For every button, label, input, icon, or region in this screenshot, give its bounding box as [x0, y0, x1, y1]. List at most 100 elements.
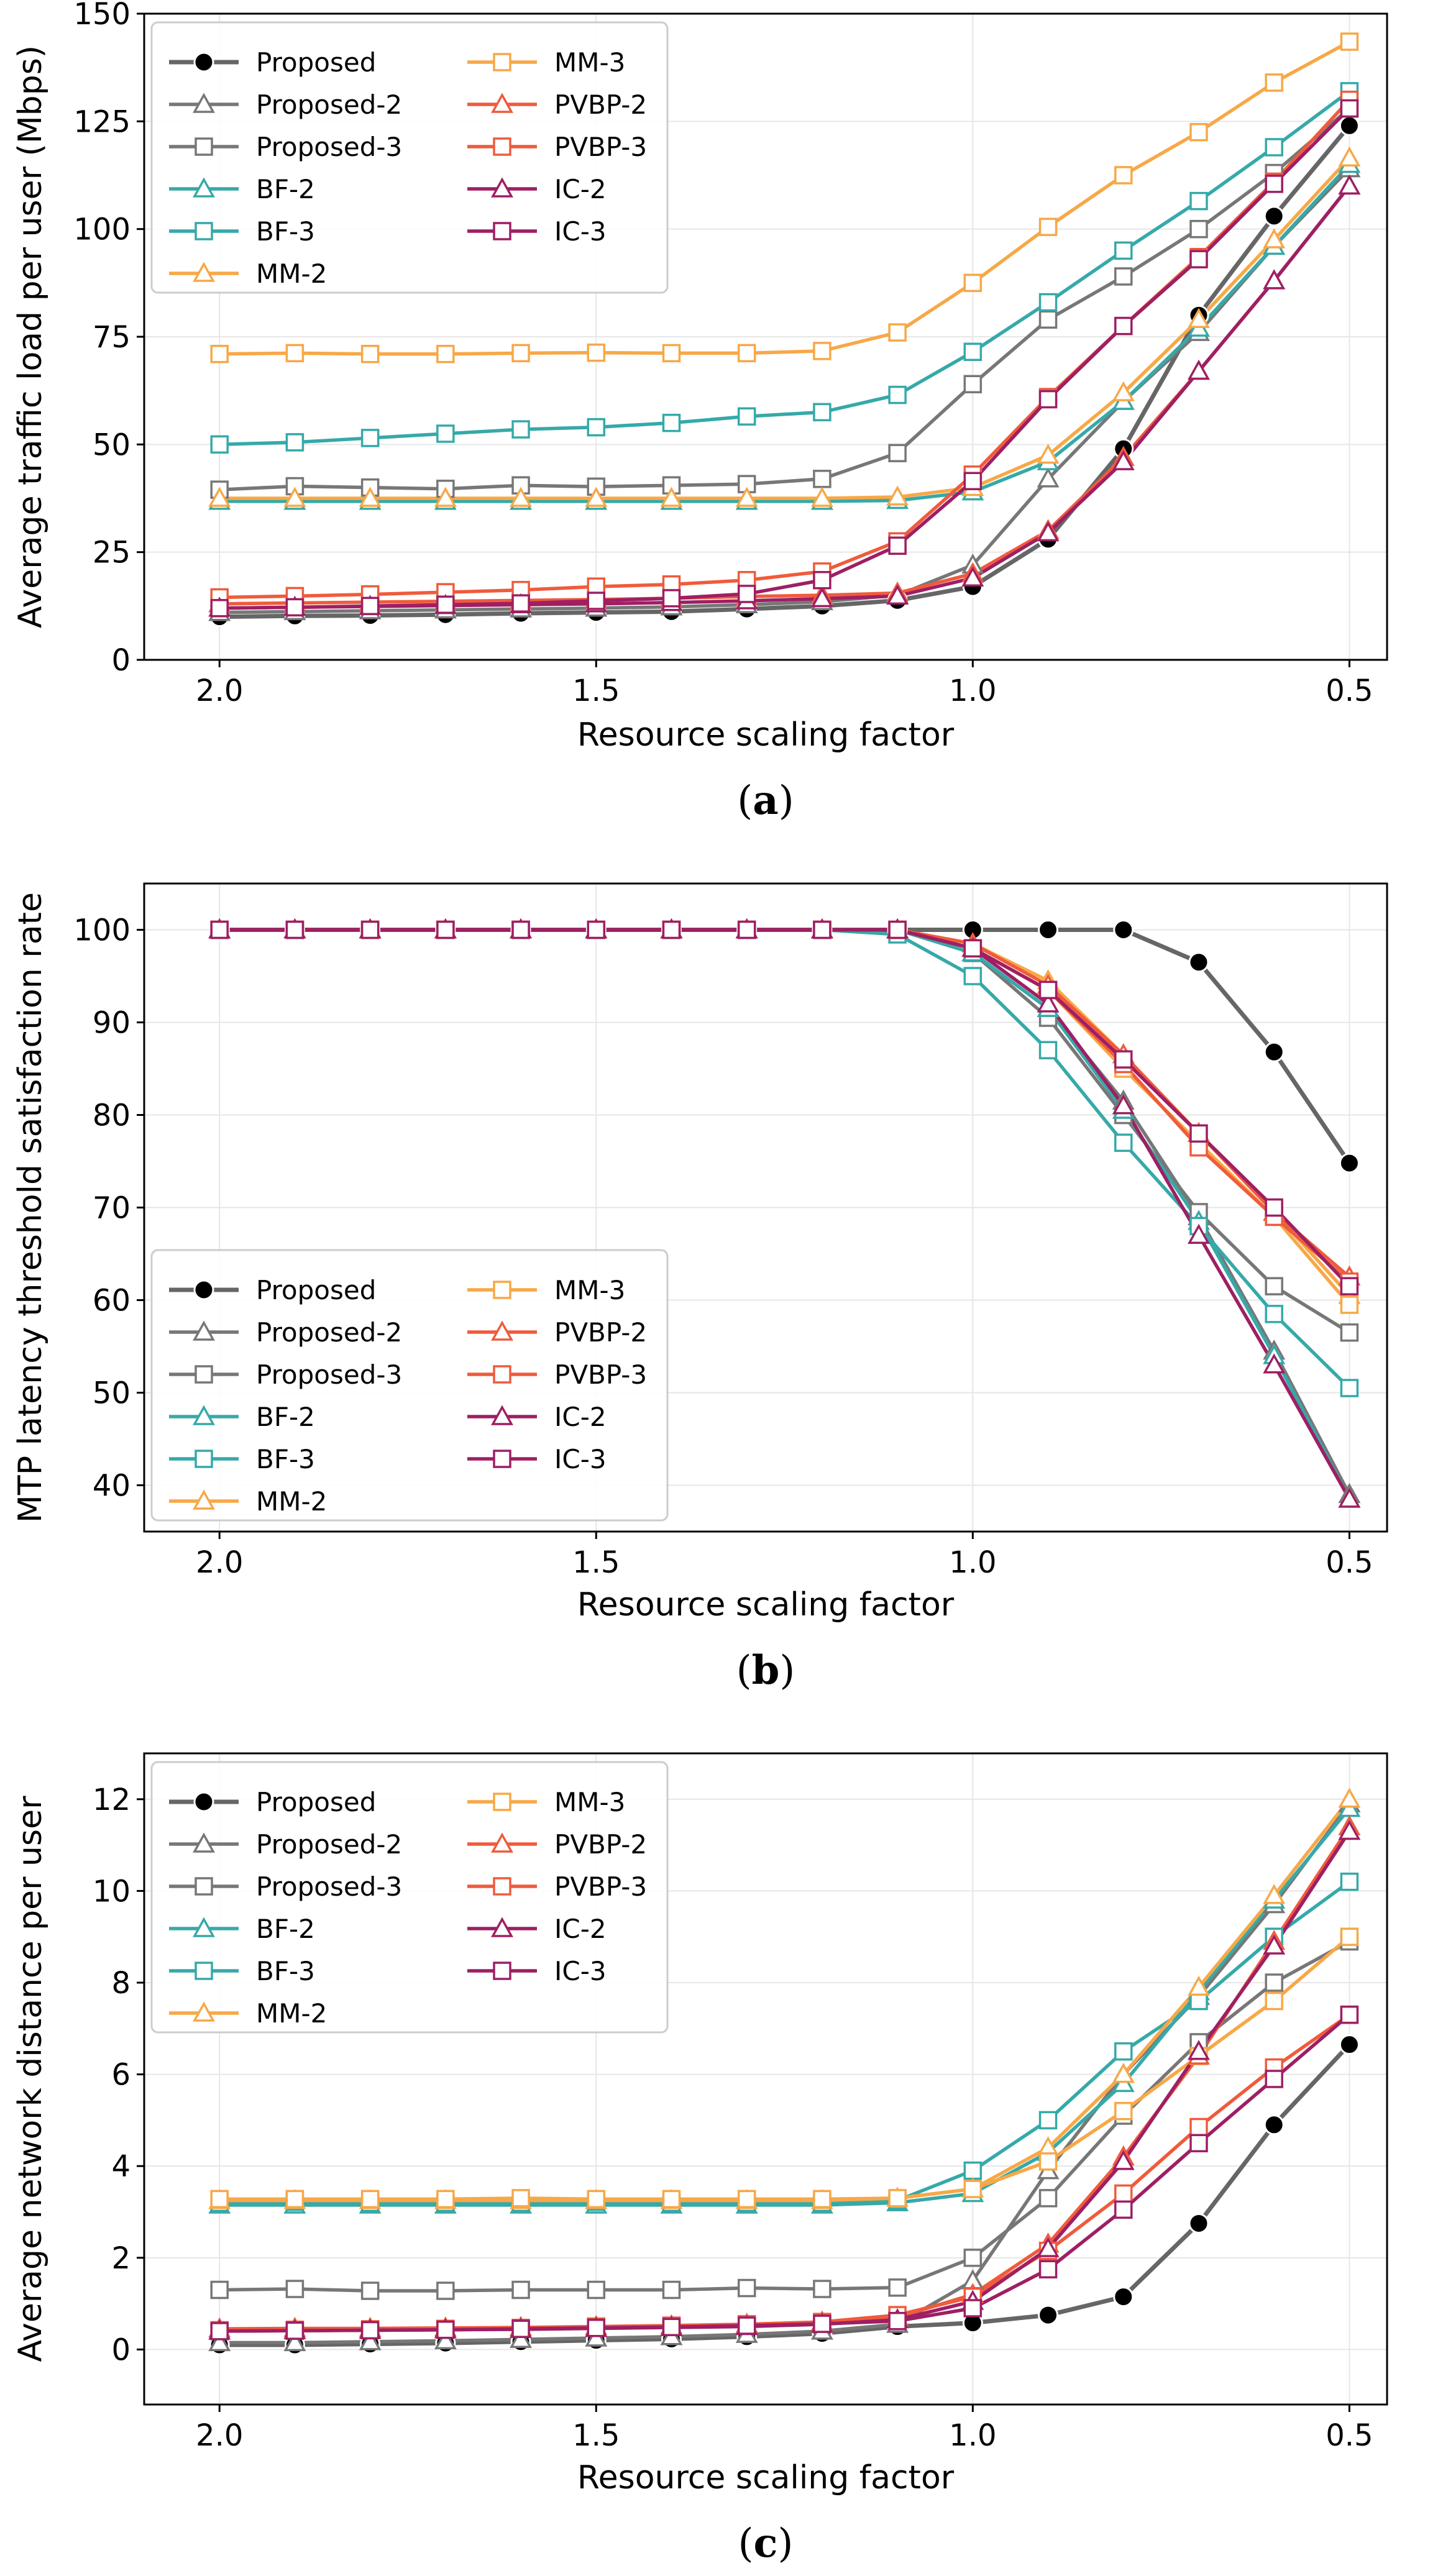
- panel-caption-letter: b: [752, 1647, 780, 1694]
- data-point: [1038, 390, 1058, 409]
- series-line-mm-3: [219, 40, 1350, 356]
- data-point: [360, 596, 380, 616]
- chart-panel-c: 2.0 1.5 1.0 0.5 0 2 4 6 8 10 12 Resource scaling fa…: [12, 1752, 1388, 2567]
- data-point: [511, 2189, 530, 2208]
- legend-entry-bf-2: BF-2: [169, 174, 315, 204]
- data-point: [285, 2280, 305, 2298]
- data-point: [210, 344, 229, 363]
- y-tick-label: 10: [93, 1874, 131, 1909]
- legend-entry-mm-3: MM-3: [467, 1787, 625, 1817]
- data-point: [737, 407, 756, 426]
- data-point: [662, 2190, 681, 2209]
- legend-entry-pvbp-3: PVBP-3: [467, 1871, 647, 1902]
- y-tick-label: 50: [93, 1376, 131, 1411]
- legend-label: Proposed-3: [256, 1359, 402, 1390]
- data-point: [813, 403, 831, 422]
- data-point: [1114, 241, 1133, 260]
- x-axis-label: Resource scaling factor: [577, 1586, 955, 1624]
- legend-label: Proposed-3: [256, 1871, 402, 1902]
- data-point: [1340, 1277, 1359, 1295]
- data-point: [963, 273, 983, 293]
- data-point: [1114, 1133, 1133, 1152]
- legend-entry-pvbp-3: PVBP-3: [467, 132, 647, 162]
- legend-box: [150, 1249, 669, 1522]
- legend-swatch-marker: [193, 1320, 215, 1341]
- data-point: [587, 2280, 606, 2300]
- data-point: [737, 344, 756, 363]
- data-point: [1038, 2189, 1058, 2208]
- data-point: [285, 344, 305, 363]
- data-point: [1189, 191, 1208, 211]
- legend-swatch-marker: [195, 1365, 213, 1384]
- y-tick-label: 12: [93, 1783, 131, 1817]
- legend-entry-pvbp-3: PVBP-3: [467, 1359, 647, 1390]
- data-point: [1263, 2114, 1285, 2135]
- series-line-mm-2: [219, 157, 1351, 500]
- y-tick-label: 25: [93, 536, 131, 570]
- legend-entry-proposed-2: Proposed-2: [169, 1317, 402, 1348]
- data-point: [1187, 1975, 1210, 1996]
- legend-swatch-marker: [493, 1450, 511, 1468]
- legend-entry-ic-2: IC-2: [467, 1402, 607, 1432]
- y-tick-label: 75: [93, 320, 131, 355]
- series-line-mm-3: [219, 1935, 1351, 2201]
- data-point: [359, 2330, 382, 2350]
- data-point: [210, 920, 229, 939]
- legend-label: IC-2: [554, 1402, 607, 1432]
- data-point: [1037, 444, 1060, 464]
- y-tick-label: 6: [111, 2058, 131, 2093]
- legend-label: MM-3: [554, 47, 625, 78]
- data-point: [1338, 1487, 1361, 1508]
- data-point: [1038, 2260, 1058, 2279]
- data-point: [662, 589, 681, 608]
- data-point: [436, 2190, 455, 2209]
- data-point: [511, 2280, 530, 2300]
- data-point: [813, 2314, 831, 2333]
- data-point: [735, 486, 758, 507]
- data-point: [360, 2321, 380, 2340]
- panel-caption-letter: a: [753, 777, 778, 824]
- data-point: [813, 570, 831, 590]
- data-point: [737, 2278, 756, 2298]
- y-tick-label: 125: [73, 104, 131, 139]
- data-point: [511, 344, 530, 363]
- panel-caption: (a): [737, 777, 794, 824]
- data-point: [1263, 1884, 1286, 1904]
- data-point: [662, 2280, 681, 2300]
- legend-entry-proposed-3: Proposed-3: [169, 1359, 402, 1390]
- legend-swatch-marker: [193, 1279, 214, 1300]
- data-point: [1114, 2200, 1133, 2219]
- series-markers-ic-3: [210, 2005, 1359, 2341]
- legend-swatch-marker: [493, 222, 511, 240]
- legend-label: PVBP-3: [554, 132, 647, 162]
- data-point: [1189, 2117, 1208, 2137]
- data-point: [1114, 316, 1133, 336]
- legend-swatch-marker: [491, 177, 513, 198]
- data-point: [888, 2311, 907, 2331]
- legend-label: BF-3: [256, 1444, 315, 1474]
- data-point: [888, 323, 907, 342]
- y-tick-label: 60: [93, 1284, 131, 1318]
- data-point: [737, 2316, 756, 2335]
- data-point: [963, 472, 983, 491]
- x-axis-label: Resource scaling factor: [577, 2459, 955, 2496]
- legend-label: BF-2: [256, 174, 315, 204]
- legend-label: BF-2: [256, 1914, 315, 1944]
- legend-entry-pvbp-2: PVBP-2: [467, 89, 647, 120]
- legend-swatch-marker: [493, 1365, 511, 1384]
- data-point: [210, 2322, 229, 2341]
- data-point: [434, 2329, 457, 2350]
- data-point: [813, 2280, 831, 2298]
- data-point: [285, 433, 305, 452]
- legend-label: IC-3: [554, 1956, 607, 1986]
- legend-entry-bf-3: BF-3: [169, 1444, 315, 1474]
- data-point: [1038, 2304, 1059, 2326]
- legend-entry-mm-3: MM-3: [467, 47, 625, 78]
- data-point: [436, 424, 455, 443]
- y-axis-label: Average traffic load per user (Mbps): [12, 45, 49, 628]
- legend-entry-mm-3: MM-3: [467, 1275, 625, 1305]
- data-point: [1114, 2101, 1133, 2121]
- data-point: [360, 429, 380, 447]
- legend-swatch-marker: [195, 1962, 213, 1980]
- data-point: [360, 920, 380, 939]
